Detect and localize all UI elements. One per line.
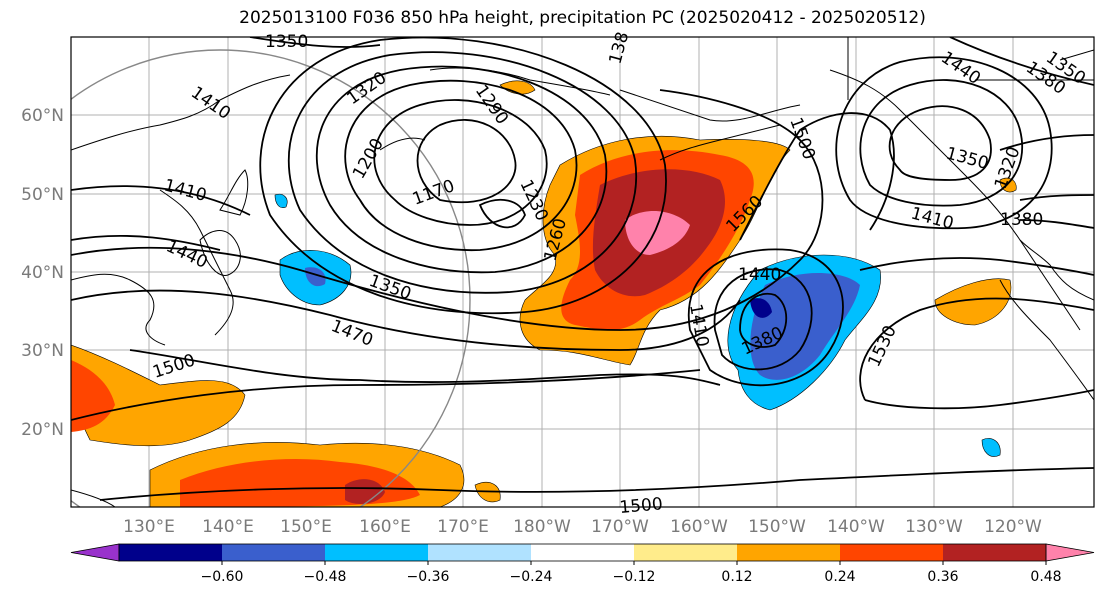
lon-label: 150°E (280, 517, 332, 537)
lat-label-60n: 60°N (21, 106, 64, 126)
colorbar-swatch (737, 544, 841, 561)
lat-label-30n: 30°N (21, 341, 64, 361)
range-ring (71, 49, 471, 507)
colorbar-swatch (531, 544, 635, 561)
colorbar-tick-label: 0.36 (927, 569, 958, 585)
colorbar-swatch (119, 544, 223, 561)
latitude-labels: 60°N 50°N 40°N 30°N 20°N (21, 106, 64, 440)
lon-label: 160°E (359, 517, 411, 537)
colorbar-tick-label: 0.12 (721, 569, 752, 585)
lon-label: 130°E (123, 517, 175, 537)
contour-label: 1380 (1000, 210, 1043, 230)
lon-label: 170°E (437, 517, 489, 537)
lon-label: 120°W (984, 517, 1042, 537)
colorbar-swatch (840, 544, 944, 561)
colorbar-swatch (943, 544, 1047, 561)
colorbar-tick-label: −0.12 (613, 569, 656, 585)
longitude-labels: 130°E 140°E 150°E 160°E 170°E 180°W 170°… (123, 517, 1042, 537)
colorbar-swatch (325, 544, 429, 561)
lat-label-20n: 20°N (21, 420, 64, 440)
lon-label: 170°W (591, 517, 649, 537)
map-frame (70, 36, 1095, 508)
coastlines (71, 37, 1094, 507)
colorbar-border (118, 543, 1047, 562)
colorbar-tick-label: 0.24 (824, 569, 855, 585)
colorbar-tick-label: 0.48 (1030, 569, 1061, 585)
lon-label: 150°W (748, 517, 806, 537)
lat-label-50n: 50°N (21, 185, 64, 205)
map-title: 2025013100 F036 850 hPa height, precipit… (239, 8, 926, 28)
contour-label: 1440 (738, 265, 781, 285)
height-contours (71, 37, 1094, 501)
contour-label: 1350 (265, 32, 308, 52)
colorbar-swatch (428, 544, 532, 561)
lon-label: 140°W (827, 517, 885, 537)
colorbar-extend-high (1045, 543, 1095, 562)
colorbar-tick-label: −0.24 (510, 569, 553, 585)
contour-label: 1500 (619, 494, 664, 518)
colorbar-extend-low (70, 543, 120, 562)
colorbar-tick-label: −0.60 (201, 569, 244, 585)
colorbar-tick-label: −0.48 (304, 569, 347, 585)
lat-label-40n: 40°N (21, 263, 64, 283)
colorbar: −0.60 −0.48 −0.36 −0.24 −0.12 0.12 0.24 0.36 0.4… (70, 543, 1095, 585)
lon-label: 160°W (670, 517, 728, 537)
lon-label: 180°W (513, 517, 571, 537)
precip-positive-central-pacific (519, 135, 791, 366)
colorbar-swatch (634, 544, 738, 561)
lon-label: 130°W (905, 517, 963, 537)
colorbar-tick-label: −0.36 (407, 569, 450, 585)
lon-label: 140°E (202, 517, 254, 537)
colorbar-swatch (222, 544, 326, 561)
